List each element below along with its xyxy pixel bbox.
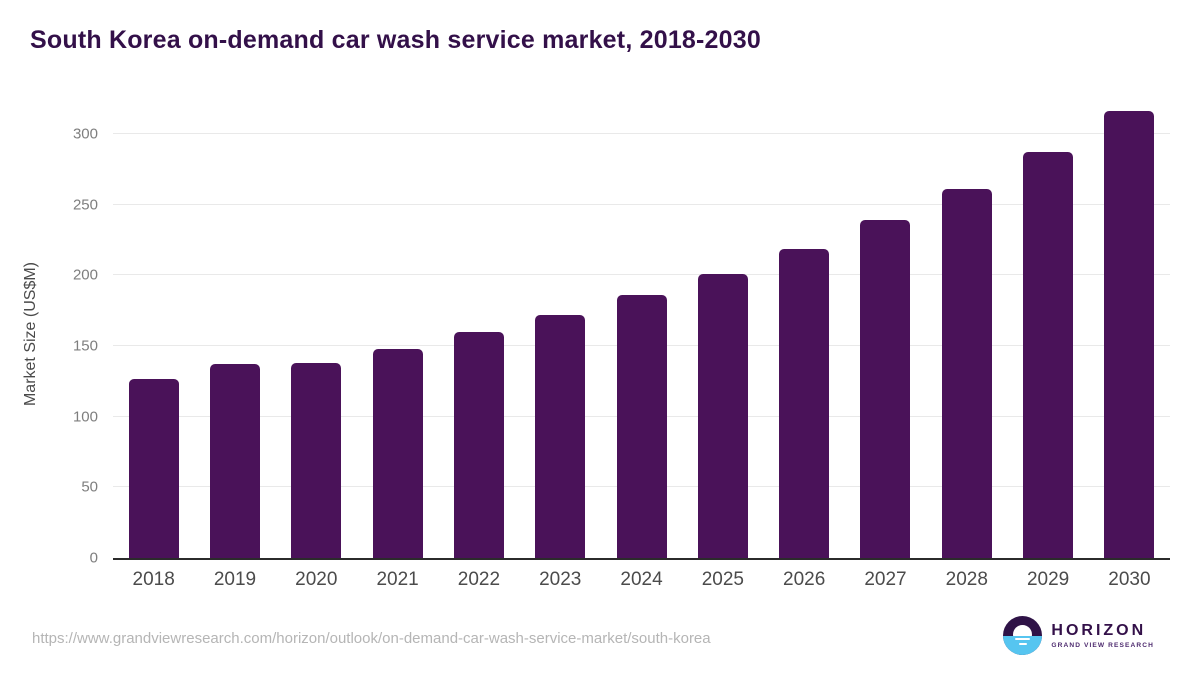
- y-tick-label: 50: [81, 478, 98, 496]
- y-axis-title-text: Market Size (US$M): [22, 261, 39, 407]
- bar-2019: [209, 364, 260, 558]
- x-tick-label: 2019: [213, 569, 257, 590]
- x-axis-tick-labels: 2018 2019 2020 2021 2022 2023 2024 2025 2026 2027…: [113, 569, 1170, 591]
- y-tick-label: 100: [72, 408, 98, 426]
- source-url: https://www.grandviewresearch.com/horizo…: [32, 630, 711, 647]
- x-tick-label: 2027: [864, 569, 907, 590]
- bar-2026: [779, 248, 830, 558]
- horizon-logo: HORIZON GRAND VIEW RESEARCH: [1003, 616, 1154, 655]
- x-tick-label: 2024: [620, 569, 663, 590]
- bar-2018: [128, 378, 179, 558]
- x-tick-label: 2029: [1026, 569, 1070, 590]
- bar-series: [113, 110, 1170, 558]
- gridline: [113, 274, 1170, 276]
- x-tick-label: 2022: [457, 569, 501, 590]
- logo-text: HORIZON GRAND VIEW RESEARCH: [1051, 622, 1154, 649]
- bar-2020: [291, 362, 342, 558]
- bar-slot: [357, 110, 438, 558]
- y-tick-label: 200: [72, 266, 98, 284]
- gridline: [113, 203, 1170, 205]
- bar-slot: [845, 110, 926, 558]
- x-tick-label: 2025: [701, 569, 744, 590]
- bar-2021: [372, 348, 423, 558]
- bar-slot: [764, 110, 845, 558]
- bar-slot: [276, 110, 357, 558]
- x-tick-label: 2030: [1108, 569, 1151, 590]
- bar-2028: [941, 189, 992, 558]
- plot-area: [113, 110, 1170, 560]
- bar-slot: [601, 110, 682, 558]
- logo-name: HORIZON: [1051, 622, 1147, 640]
- bar-slot: [520, 110, 601, 558]
- logo-reflection-line: [1015, 637, 1031, 640]
- bar-slot: [438, 110, 519, 558]
- y-tick-label: 250: [72, 196, 98, 214]
- x-tick-label: 2028: [945, 569, 988, 590]
- bar-2027: [860, 220, 911, 558]
- y-tick-label: 300: [72, 125, 98, 143]
- bar-2030: [1104, 111, 1155, 558]
- x-tick-label: 2021: [376, 569, 419, 590]
- x-tick-label: 2020: [295, 569, 338, 590]
- bar-2024: [616, 295, 667, 558]
- x-tick-label: 2018: [132, 569, 175, 590]
- bar-slot: [194, 110, 275, 558]
- bar-slot: [113, 110, 194, 558]
- gridline: [113, 133, 1170, 135]
- y-axis-tick-labels: 0 50 100 150 200 250 300: [46, 110, 98, 566]
- y-axis-title: Market Size (US$M): [18, 110, 44, 558]
- logo-subtitle: GRAND VIEW RESEARCH: [1051, 641, 1154, 649]
- bar-2025: [697, 273, 748, 558]
- chart-title: South Korea on-demand car wash service m…: [30, 26, 761, 54]
- bar-2023: [535, 314, 586, 558]
- sun-over-horizon-icon: [1003, 616, 1043, 655]
- bar-slot: [1007, 110, 1088, 558]
- bar-slot: [926, 110, 1007, 558]
- y-tick-label: 150: [72, 337, 98, 355]
- bar-2029: [1023, 152, 1074, 558]
- y-tick-label: 0: [89, 549, 98, 567]
- bar-slot: [1089, 110, 1170, 558]
- x-tick-label: 2026: [783, 569, 826, 590]
- logo-reflection-line: [1018, 642, 1027, 645]
- bar-slot: [682, 110, 763, 558]
- x-tick-label: 2023: [539, 569, 582, 590]
- logo-sea-shape: [1003, 636, 1043, 655]
- bar-2022: [453, 331, 504, 558]
